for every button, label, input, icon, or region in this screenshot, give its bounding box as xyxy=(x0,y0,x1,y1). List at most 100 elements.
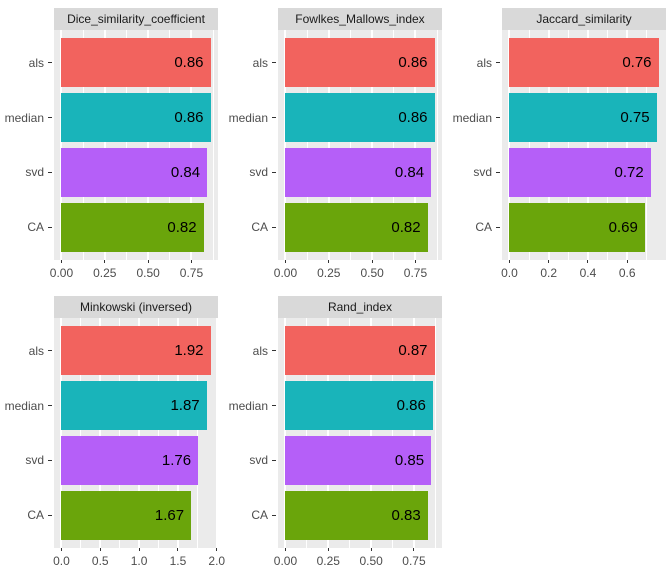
gridline-major xyxy=(371,30,374,260)
y-axis-tick xyxy=(48,459,52,461)
bar-value-label: 1.92 xyxy=(174,342,204,360)
bar-value-label: 0.76 xyxy=(622,54,652,72)
y-axis-tick xyxy=(496,62,500,64)
x-axis-tick xyxy=(327,548,329,551)
bar-als: 0.76 xyxy=(509,38,659,88)
x-axis-tick-label: 0.50 xyxy=(136,266,160,280)
y-axis-tick xyxy=(272,405,276,407)
y-axis-tick xyxy=(272,62,276,64)
gridline-minor xyxy=(306,318,308,548)
gridline-minor xyxy=(393,30,395,260)
y-axis-label-median: median xyxy=(228,110,268,125)
y-axis-tick xyxy=(272,459,276,461)
bar-value-label: 0.72 xyxy=(614,163,644,181)
bar-value-label: 0.86 xyxy=(398,109,428,127)
gridline-major xyxy=(284,30,287,260)
bar-median: 0.86 xyxy=(285,92,435,143)
gridline-minor xyxy=(567,30,569,260)
bar-median: 0.86 xyxy=(285,380,433,431)
y-axis-label-median: median xyxy=(452,110,492,125)
gridline-major xyxy=(508,30,511,260)
bar-ca: 0.82 xyxy=(285,202,428,252)
y-axis-tick xyxy=(272,514,276,516)
bar-value-label: 0.85 xyxy=(394,451,425,469)
x-axis-tick-label: 0.25 xyxy=(93,266,117,280)
bar-ca: 0.82 xyxy=(61,202,204,252)
x-axis-tick xyxy=(284,548,286,551)
y-axis-label-svd: svd xyxy=(473,165,492,180)
gridline-major xyxy=(138,318,141,548)
gridline-major xyxy=(370,318,373,548)
x-axis-tick xyxy=(328,260,330,263)
y-axis-label-als: als xyxy=(252,55,268,70)
gridline-minor xyxy=(306,30,308,260)
x-axis-tick-label: 0.0 xyxy=(501,266,518,280)
facet-fowlkes-mallows-index: Fowlkes_Mallows_index 0.86 0.86 0.84 0.82 als… xyxy=(224,8,448,286)
y-axis-tick xyxy=(48,226,52,228)
gridline-major xyxy=(626,30,629,260)
facet-title: Dice_similarity_coefficient xyxy=(67,12,205,26)
y-axis-label-svd: svd xyxy=(249,165,268,180)
y-axis-tick xyxy=(272,171,276,173)
bar-value-label: 0.83 xyxy=(391,506,421,524)
bar-value-label: 0.86 xyxy=(174,109,204,127)
facet-title: Minkowski (inversed) xyxy=(79,300,193,314)
x-axis-tick-label: 0.75 xyxy=(402,554,426,568)
x-axis-tick xyxy=(190,260,192,263)
x-axis-tick xyxy=(60,260,62,263)
facet-minkowski-inversed: Minkowski (inversed) 1.92 1.87 1.76 1.67 als m… xyxy=(0,296,225,574)
x-axis-tick-label: 2.0 xyxy=(208,554,226,568)
facet-jaccard-similarity: Jaccard_similarity 0.76 0.75 0.72 0.69 als med… xyxy=(448,8,672,286)
y-axis-label-ca: CA xyxy=(475,220,492,235)
facet-strip: Minkowski (inversed) xyxy=(54,296,218,318)
bar-value-label: 0.86 xyxy=(398,54,428,72)
bar-value-label: 0.87 xyxy=(398,342,428,360)
x-axis-tick xyxy=(99,548,101,551)
x-axis-tick-label: 0.00 xyxy=(49,266,74,280)
panel-area: 0.86 0.86 0.84 0.82 xyxy=(54,30,218,260)
y-axis-label-median: median xyxy=(228,398,268,413)
y-axis-tick xyxy=(272,350,276,352)
x-axis-tick-label: 0.50 xyxy=(359,554,383,568)
gridline-major xyxy=(215,318,218,548)
bar-als: 0.86 xyxy=(61,38,211,88)
facet-dice-similarity-coefficient: Dice_similarity_coefficient 0.86 0.86 0.84 0… xyxy=(0,8,224,286)
bar-svd: 0.84 xyxy=(285,147,432,198)
y-axis-tick xyxy=(496,117,500,119)
facet-rand-index: Rand_index 0.87 0.86 0.85 0.83 als median svd CA… xyxy=(224,296,448,574)
gridline-major xyxy=(414,30,417,260)
y-axis-tick xyxy=(272,226,276,228)
bar-value-label: 1.87 xyxy=(170,397,200,415)
x-axis-tick-label: 1.0 xyxy=(130,554,148,568)
y-axis-label-median: median xyxy=(4,398,44,413)
gridline-major xyxy=(147,30,150,260)
gridline-minor xyxy=(80,318,82,548)
bar-ca: 0.69 xyxy=(509,202,645,252)
x-axis-tick xyxy=(138,548,140,551)
gridline-major xyxy=(60,318,63,548)
gridline-minor xyxy=(212,30,214,260)
x-axis-tick xyxy=(147,260,149,263)
y-axis-tick xyxy=(48,117,52,119)
facet-title: Rand_index xyxy=(327,300,393,314)
gridline-minor xyxy=(119,318,121,548)
y-axis-label-ca: CA xyxy=(27,220,44,235)
gridline-minor xyxy=(392,318,394,548)
gridline-major xyxy=(176,318,179,548)
x-axis-tick xyxy=(216,548,218,551)
x-axis-tick xyxy=(104,260,106,263)
bar-value-label: 0.82 xyxy=(391,218,421,236)
y-axis-tick xyxy=(48,514,52,516)
x-axis-tick-label: 0.5 xyxy=(91,554,109,568)
gridline-major xyxy=(327,318,330,548)
y-axis-tick xyxy=(496,171,500,173)
panel-area: 0.87 0.86 0.85 0.83 xyxy=(278,318,442,548)
bar-als: 1.92 xyxy=(61,326,211,376)
facet-strip: Fowlkes_Mallows_index xyxy=(278,8,442,30)
x-axis-tick-label: 0.50 xyxy=(360,266,384,280)
x-axis-tick xyxy=(413,548,415,551)
y-axis-tick xyxy=(48,350,52,352)
y-axis-label-als: als xyxy=(252,343,268,358)
bar-svd: 0.84 xyxy=(61,147,208,198)
panel-area: 1.92 1.87 1.76 1.67 xyxy=(54,318,218,548)
